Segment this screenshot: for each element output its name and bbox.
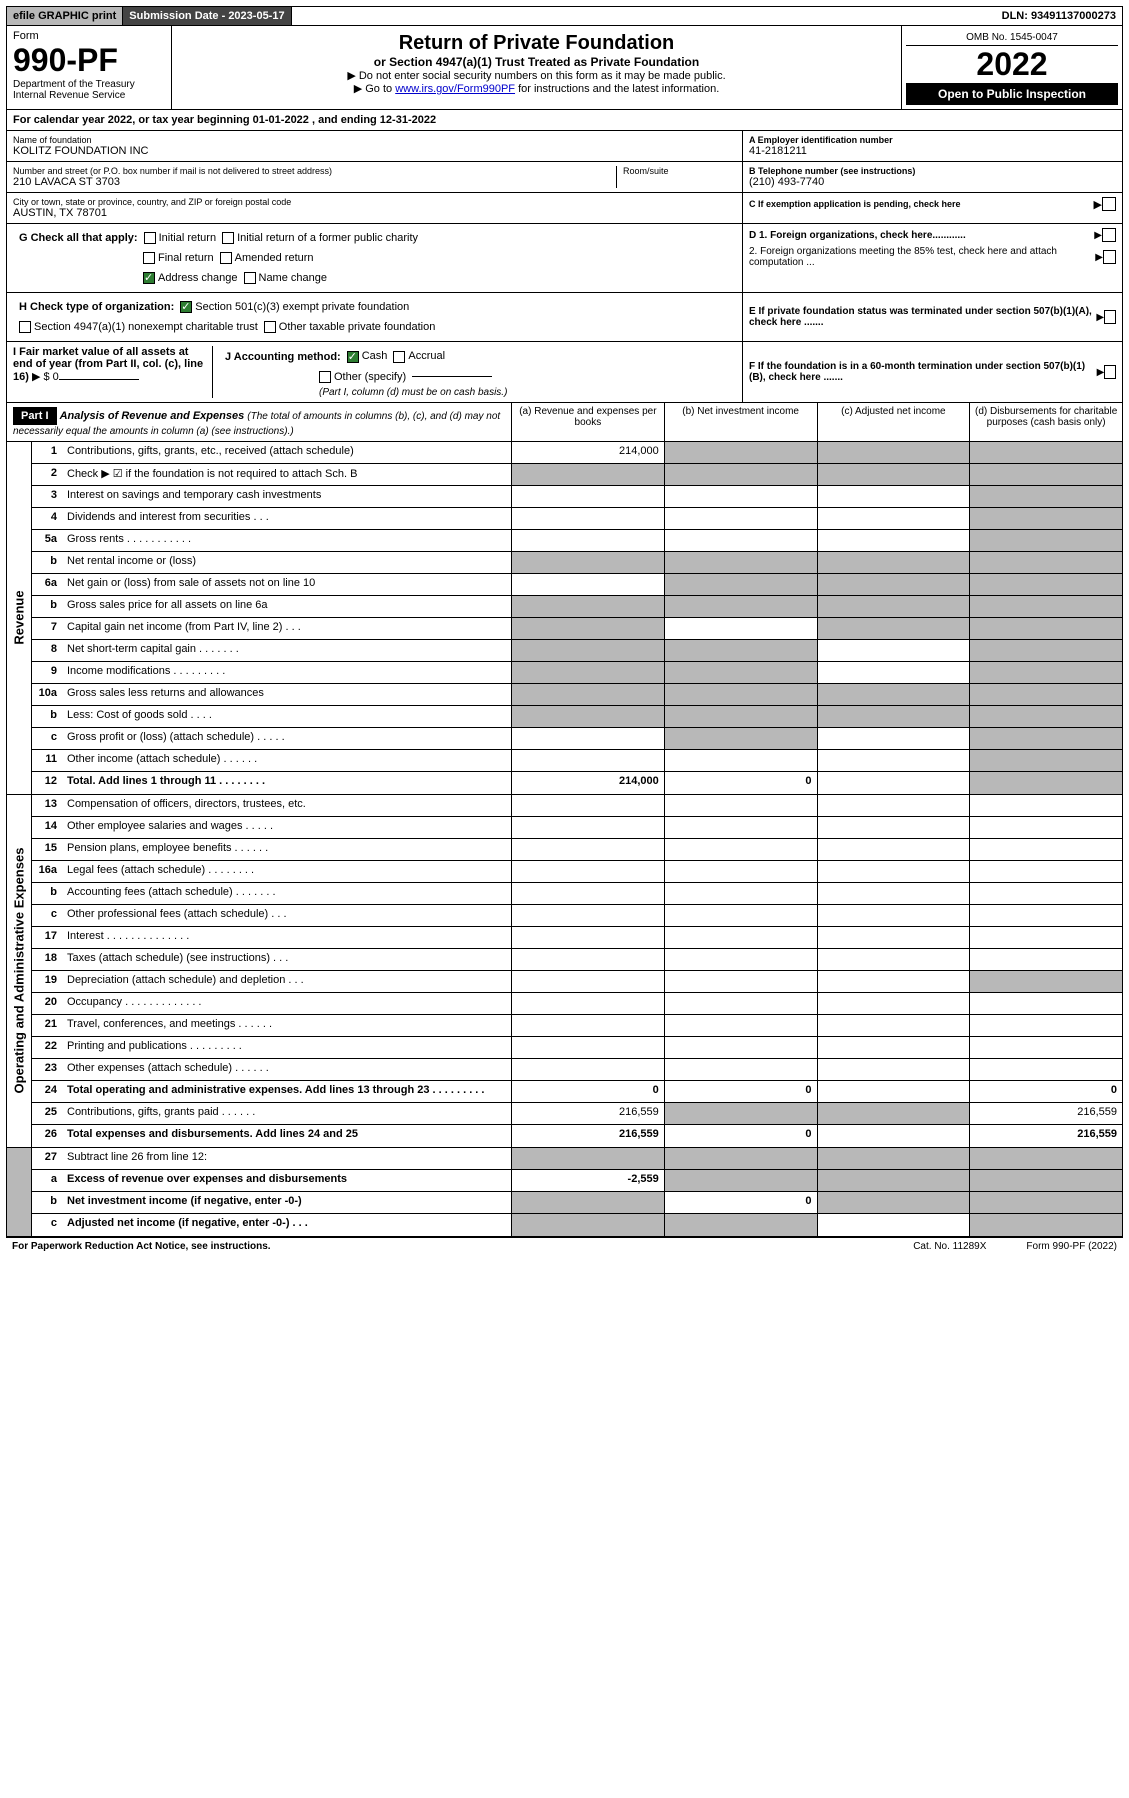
- h-label: H Check type of organization:: [19, 301, 174, 313]
- g-label: G Check all that apply:: [19, 232, 138, 244]
- form-subtitle: or Section 4947(a)(1) Trust Treated as P…: [178, 55, 895, 69]
- c-label: C If exemption application is pending, c…: [749, 199, 961, 209]
- part1-header: Part I Analysis of Revenue and Expenses …: [6, 403, 1123, 442]
- revenue-section: Revenue 1Contributions, gifts, grants, e…: [6, 442, 1123, 795]
- ein-value: 41-2181211: [749, 145, 1116, 157]
- r24-a: 0: [512, 1081, 665, 1102]
- r12-b: 0: [665, 772, 818, 794]
- form-ref: Form 990-PF (2022): [1026, 1241, 1117, 1252]
- part1-label: Part I: [13, 407, 57, 425]
- room-label: Room/suite: [623, 166, 736, 176]
- col-c-header: (c) Adjusted net income: [818, 403, 971, 441]
- expenses-section: Operating and Administrative Expenses 13…: [6, 795, 1123, 1148]
- section-g-d: G Check all that apply: Initial return I…: [6, 224, 1123, 293]
- col-b-header: (b) Net investment income: [665, 403, 818, 441]
- j-other-checkbox[interactable]: [319, 371, 331, 383]
- omb-number: OMB No. 1545-0047: [906, 30, 1118, 46]
- r26-d: 216,559: [970, 1125, 1122, 1147]
- r26-b: 0: [665, 1125, 818, 1147]
- r27a-a: -2,559: [512, 1170, 665, 1191]
- r24-d: 0: [970, 1081, 1122, 1102]
- form-number: 990-PF: [13, 42, 165, 79]
- form-link[interactable]: www.irs.gov/Form990PF: [395, 83, 515, 95]
- addr-label: Number and street (or P.O. box number if…: [13, 166, 616, 176]
- g-address-checkbox[interactable]: [143, 272, 155, 284]
- expenses-side-label: Operating and Administrative Expenses: [12, 848, 27, 1094]
- h-501c3-checkbox[interactable]: [180, 301, 192, 313]
- submission-date: Submission Date - 2023-05-17: [123, 7, 291, 25]
- g-initial-checkbox[interactable]: [144, 232, 156, 244]
- d2-checkbox[interactable]: [1103, 250, 1116, 264]
- dept-treasury: Department of the Treasury: [13, 79, 165, 90]
- g-amended-checkbox[interactable]: [220, 252, 232, 264]
- g-name-checkbox[interactable]: [244, 272, 256, 284]
- f-checkbox[interactable]: [1104, 365, 1116, 379]
- entity-info: Name of foundation KOLITZ FOUNDATION INC…: [6, 131, 1123, 224]
- city-label: City or town, state or province, country…: [13, 197, 736, 207]
- r12-a: 214,000: [512, 772, 665, 794]
- instr-1: ▶ Do not enter social security numbers o…: [178, 69, 895, 82]
- f-label: F If the foundation is in a 60-month ter…: [749, 361, 1097, 383]
- section-i-j-f: I Fair market value of all assets at end…: [6, 342, 1123, 402]
- page-footer: For Paperwork Reduction Act Notice, see …: [6, 1237, 1123, 1255]
- name-label: Name of foundation: [13, 135, 736, 145]
- g-initial-former-checkbox[interactable]: [222, 232, 234, 244]
- paperwork-notice: For Paperwork Reduction Act Notice, see …: [12, 1241, 271, 1252]
- part1-title: Analysis of Revenue and Expenses: [60, 410, 245, 422]
- c-checkbox[interactable]: [1102, 197, 1116, 211]
- foundation-name: KOLITZ FOUNDATION INC: [13, 145, 736, 157]
- r24-b: 0: [665, 1081, 818, 1102]
- h-other-checkbox[interactable]: [264, 321, 276, 333]
- j-note: (Part I, column (d) must be on cash basi…: [219, 387, 736, 398]
- form-label: Form: [13, 30, 165, 42]
- instr-2: ▶ Go to www.irs.gov/Form990PF for instru…: [178, 82, 895, 95]
- tel-value: (210) 493-7740: [749, 176, 1116, 188]
- col-d-header: (d) Disbursements for charitable purpose…: [970, 403, 1122, 441]
- top-bar: efile GRAPHIC print Submission Date - 20…: [6, 6, 1123, 26]
- h-4947-checkbox[interactable]: [19, 321, 31, 333]
- d1-checkbox[interactable]: [1102, 228, 1116, 242]
- r25-a: 216,559: [512, 1103, 665, 1124]
- d2-label: 2. Foreign organizations meeting the 85%…: [749, 246, 1095, 268]
- arrow-icon: ▶: [1094, 198, 1102, 211]
- d1-label: D 1. Foreign organizations, check here..…: [749, 230, 966, 241]
- r26-a: 216,559: [512, 1125, 665, 1147]
- efile-label: efile GRAPHIC print: [7, 7, 123, 25]
- tel-label: B Telephone number (see instructions): [749, 166, 1116, 176]
- summary-section: 27Subtract line 26 from line 12: aExcess…: [6, 1148, 1123, 1237]
- section-h-e: H Check type of organization: Section 50…: [6, 293, 1123, 342]
- dept-irs: Internal Revenue Service: [13, 90, 165, 101]
- col-a-header: (a) Revenue and expenses per books: [512, 403, 665, 441]
- e-label: E If private foundation status was termi…: [749, 306, 1096, 328]
- r27b-b: 0: [665, 1192, 818, 1213]
- j-label: J Accounting method:: [225, 351, 341, 363]
- form-header: Form 990-PF Department of the Treasury I…: [6, 26, 1123, 110]
- form-title: Return of Private Foundation: [178, 32, 895, 55]
- dln: DLN: 93491137000273: [996, 7, 1122, 25]
- street-address: 210 LAVACA ST 3703: [13, 176, 616, 188]
- open-inspection: Open to Public Inspection: [906, 83, 1118, 105]
- r1-a: 214,000: [512, 442, 665, 463]
- ein-label: A Employer identification number: [749, 135, 1116, 145]
- tax-year: 2022: [906, 46, 1118, 83]
- g-final-checkbox[interactable]: [143, 252, 155, 264]
- city-state-zip: AUSTIN, TX 78701: [13, 207, 736, 219]
- cat-no: Cat. No. 11289X: [913, 1241, 986, 1252]
- revenue-side-label: Revenue: [12, 591, 27, 645]
- j-cash-checkbox[interactable]: [347, 351, 359, 363]
- calendar-year: For calendar year 2022, or tax year begi…: [6, 110, 1123, 131]
- j-accrual-checkbox[interactable]: [393, 351, 405, 363]
- i-value: ▶ $ 0: [32, 371, 59, 383]
- r25-d: 216,559: [970, 1103, 1122, 1124]
- e-checkbox[interactable]: [1104, 310, 1116, 324]
